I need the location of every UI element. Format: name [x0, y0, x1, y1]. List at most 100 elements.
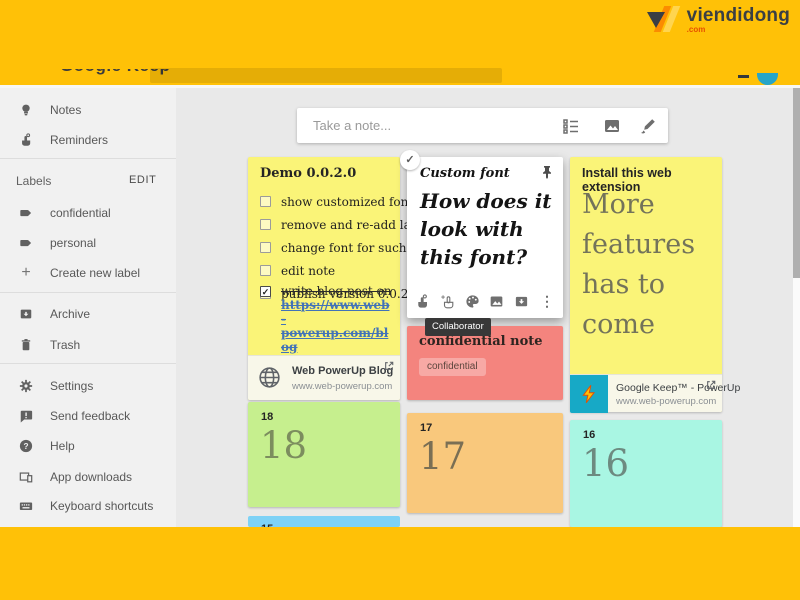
label-icon: [18, 235, 34, 251]
sidebar-item-label: Archive: [50, 307, 91, 321]
checklist-item-label: change font for such label: [281, 240, 440, 255]
label-chip[interactable]: confidential: [419, 358, 486, 376]
pin-icon[interactable]: [541, 165, 553, 179]
note-demo[interactable]: Demo 0.0.2.0 show customized font remove…: [248, 157, 440, 400]
brush-icon[interactable]: [639, 117, 657, 135]
frame-bottom-band: [0, 527, 800, 600]
external-icon[interactable]: [384, 361, 394, 371]
link-preview-url: www.web-powerup.com: [616, 396, 717, 407]
svg-text:+: +: [441, 295, 445, 302]
scrollbar-track[interactable]: [793, 88, 800, 527]
note-15-partial[interactable]: 15: [248, 516, 400, 527]
sidebar: Notes Reminders Labels EDIT confidential…: [0, 88, 176, 527]
sidebar-item-label: Create new label: [50, 266, 141, 280]
note-confidential[interactable]: confidential note confidential: [407, 326, 563, 400]
sidebar-item-label: Trash: [50, 338, 81, 352]
sidebar-item-settings[interactable]: Settings: [0, 371, 176, 401]
image-icon[interactable]: [603, 117, 621, 135]
checklist-item-label: write blog post on https://www.web-power…: [281, 284, 392, 354]
help-icon: ?: [18, 438, 34, 454]
sidebar-item-label: Settings: [50, 379, 94, 393]
sidebar-item-app-downloads[interactable]: App downloads: [0, 462, 176, 492]
image-icon[interactable]: [489, 294, 505, 310]
sidebar-item-label: Keyboard shortcuts: [50, 499, 154, 513]
checkbox-unchecked[interactable]: [260, 196, 271, 207]
reminder-icon[interactable]: [415, 294, 431, 310]
more-icon[interactable]: ⋮: [539, 293, 554, 309]
labels-header: Labels EDIT: [0, 174, 176, 194]
sidebar-item-send-feedback[interactable]: Send feedback: [0, 401, 176, 431]
checkbox-checked[interactable]: ✓: [260, 286, 271, 297]
checklist-item: remove and re-add label: [260, 213, 429, 236]
checklist-item-label: show customized font: [281, 194, 414, 209]
note-body: 17: [419, 435, 467, 478]
note-body: 18: [260, 424, 308, 467]
checkbox-unchecked[interactable]: [260, 265, 271, 276]
checklist-item-label: edit note: [281, 263, 336, 278]
note-toolbar: + ⋮: [415, 294, 555, 310]
note-title: 18: [261, 411, 274, 423]
take-note-bar[interactable]: [297, 108, 668, 143]
reminder-icon: [18, 132, 34, 148]
sidebar-item-notes[interactable]: Notes: [0, 95, 176, 125]
note-title: confidential note: [419, 334, 543, 349]
link-preview-title: Google Keep™ - PowerUp: [616, 382, 741, 394]
labels-edit-button[interactable]: EDIT: [129, 174, 157, 186]
sidebar-item-label: App downloads: [50, 470, 133, 484]
collaborator-icon[interactable]: +: [440, 294, 456, 310]
downloads-icon: [18, 469, 34, 485]
label-icon: [18, 205, 34, 221]
sidebar-item-trash[interactable]: Trash: [0, 330, 176, 360]
blog-link[interactable]: https://www.web-powerup.com/blog: [281, 298, 390, 354]
header-menu-fragment: [738, 75, 749, 78]
sidebar-item-keyboard-shortcuts[interactable]: Keyboard shortcuts: [0, 491, 176, 521]
header-search-bar[interactable]: [150, 68, 502, 83]
note-18[interactable]: 18 18: [248, 402, 400, 507]
sidebar-label-personal[interactable]: personal: [0, 228, 176, 258]
sidebar-item-label: Notes: [50, 103, 82, 117]
take-note-input[interactable]: [313, 118, 543, 133]
link-preview-url: www.web-powerup.com: [292, 381, 393, 392]
sidebar-item-label: personal: [50, 236, 97, 250]
note-body: More features has to come: [582, 189, 696, 340]
globe-icon: [257, 365, 282, 390]
sidebar-item-help[interactable]: ? Help: [0, 431, 176, 461]
sidebar-item-archive[interactable]: Archive: [0, 299, 176, 329]
scrollbar-thumb[interactable]: [793, 88, 800, 278]
powerup-logo: [570, 375, 608, 413]
keyboard-icon: [18, 498, 34, 514]
checklist-icon[interactable]: [562, 117, 580, 135]
note-title: 17: [420, 422, 433, 434]
note-16[interactable]: 16 16: [570, 420, 722, 527]
selected-check-badge[interactable]: ✓: [400, 150, 420, 170]
archive-icon: [18, 306, 34, 322]
svg-text:?: ?: [23, 441, 28, 451]
tooltip-collaborator: Collaborator: [425, 318, 491, 336]
link-preview-card[interactable]: Web PowerUp Blog www.web-powerup.com: [248, 355, 400, 400]
palette-icon[interactable]: [465, 294, 481, 310]
link-preview-card[interactable]: Google Keep™ - PowerUp www.web-powerup.c…: [570, 374, 740, 413]
sidebar-divider: [0, 158, 176, 159]
sidebar-create-label[interactable]: + Create new label: [0, 258, 176, 288]
note-install-extension[interactable]: Install this web extension More features…: [570, 157, 740, 413]
header-bottom-edge: [0, 85, 800, 88]
sidebar-divider: [0, 292, 176, 293]
note-17[interactable]: 17 17: [407, 413, 563, 513]
avatar[interactable]: [757, 73, 778, 85]
note-title: 15: [261, 523, 273, 527]
link-preview-title: Web PowerUp Blog: [292, 365, 394, 377]
archive-icon[interactable]: [514, 294, 530, 310]
sidebar-item-reminders[interactable]: Reminders: [0, 125, 176, 155]
checklist: show customized font remove and re-add l…: [260, 190, 440, 305]
external-icon[interactable]: [706, 380, 716, 390]
note-title: Install this web extension: [582, 166, 672, 194]
checklist-item: change font for such label: [260, 236, 440, 259]
labels-heading: Labels: [16, 174, 52, 188]
checkbox-unchecked[interactable]: [260, 219, 271, 230]
note-custom-font[interactable]: ✓ Custom font How does it look with this…: [400, 150, 563, 318]
checkbox-unchecked[interactable]: [260, 242, 271, 253]
sidebar-label-confidential[interactable]: confidential: [0, 198, 176, 228]
sidebar-item-label: Help: [50, 439, 75, 453]
feedback-icon: [18, 408, 34, 424]
